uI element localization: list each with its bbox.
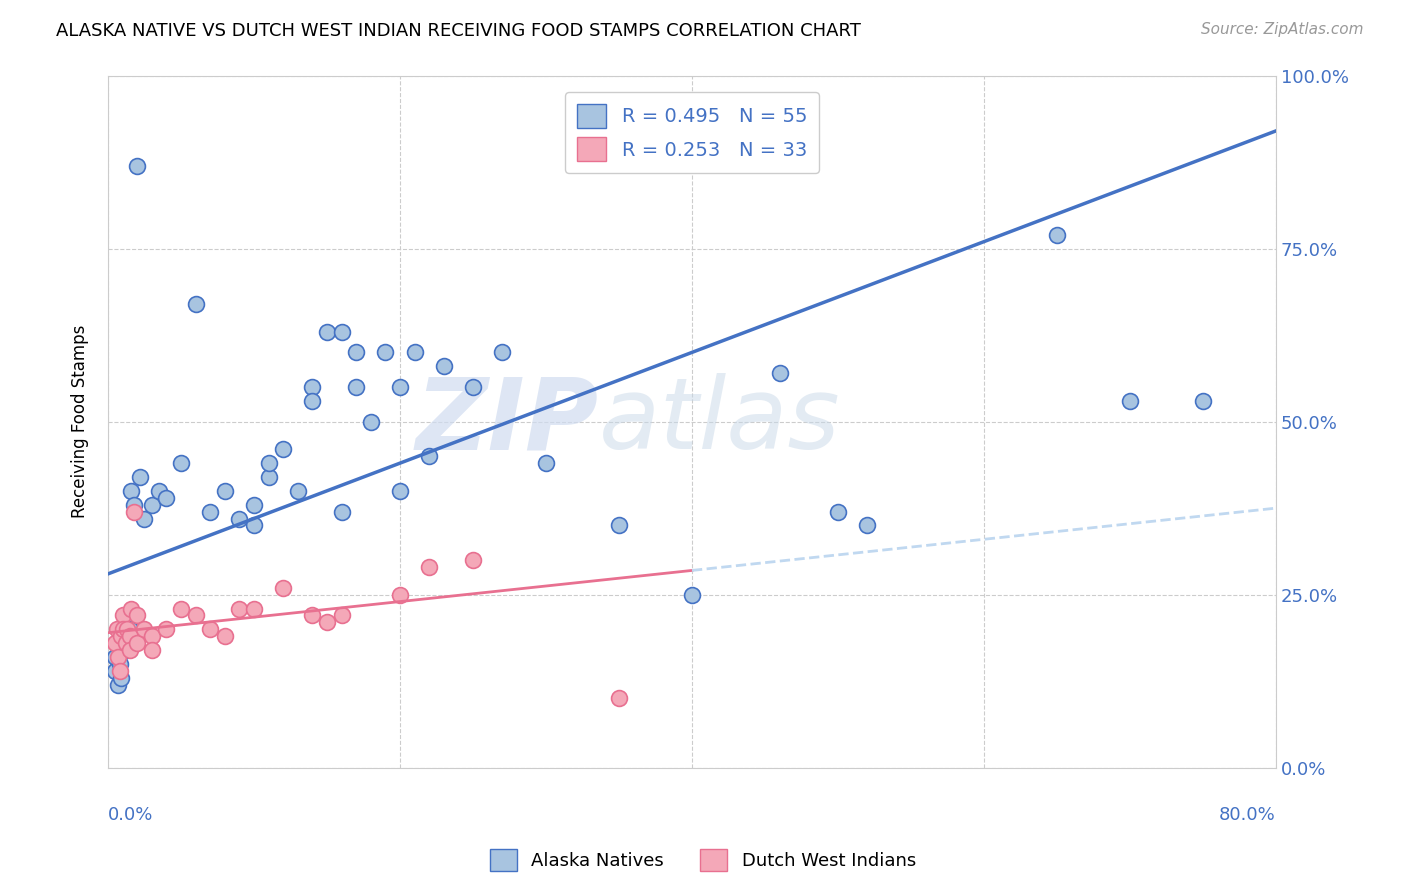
Point [214,629,236,643]
Point [118,622,141,636]
Point [433,359,456,374]
Point [118,643,141,657]
Text: 0.0%: 0.0% [108,805,153,824]
Point [214,483,236,498]
Point [127,636,149,650]
Point [271,442,294,457]
Point [118,636,141,650]
Legend: Alaska Natives, Dutch West Indians: Alaska Natives, Dutch West Indians [482,842,924,879]
Point [344,345,367,359]
Point [114,636,136,650]
Point [108,657,131,671]
Point [198,505,221,519]
Point [301,608,323,623]
Point [418,560,440,574]
Y-axis label: Receiving Food Stamps: Receiving Food Stamps [72,325,89,518]
Point [155,622,177,636]
Point [374,345,396,359]
Point [768,366,790,380]
Point [1119,393,1142,408]
Point [155,491,177,505]
Point [120,483,142,498]
Point [257,470,280,484]
Legend: R = 0.495   N = 55, R = 0.253   N = 33: R = 0.495 N = 55, R = 0.253 N = 33 [565,92,818,173]
Point [127,159,149,173]
Point [243,601,266,615]
Point [111,622,134,636]
Point [122,505,145,519]
Point [491,345,513,359]
Point [404,345,426,359]
Text: ALASKA NATIVE VS DUTCH WEST INDIAN RECEIVING FOOD STAMPS CORRELATION CHART: ALASKA NATIVE VS DUTCH WEST INDIAN RECEI… [56,22,860,40]
Point [388,483,411,498]
Point [330,325,353,339]
Point [115,622,138,636]
Point [243,498,266,512]
Point [141,629,163,643]
Point [1192,393,1215,408]
Point [127,608,149,623]
Point [107,678,129,692]
Point [108,664,131,678]
Point [257,456,280,470]
Point [388,380,411,394]
Point [107,649,129,664]
Text: 80.0%: 80.0% [1219,805,1277,824]
Point [134,622,156,636]
Point [461,380,484,394]
Point [301,393,323,408]
Point [118,629,141,643]
Point [198,622,221,636]
Point [111,622,134,636]
Point [122,498,145,512]
Point [344,380,367,394]
Point [184,608,207,623]
Point [228,601,250,615]
Point [111,636,134,650]
Point [607,691,630,706]
Point [134,511,156,525]
Point [243,518,266,533]
Point [316,325,339,339]
Point [607,518,630,533]
Point [388,588,411,602]
Point [104,636,127,650]
Point [105,622,128,636]
Point [148,483,170,498]
Point [120,601,142,615]
Point [141,643,163,657]
Point [110,671,132,685]
Point [104,664,127,678]
Point [114,643,136,657]
Point [461,553,484,567]
Point [330,608,353,623]
Point [856,518,879,533]
Text: ZIP: ZIP [416,373,599,470]
Point [129,470,152,484]
Point [827,505,849,519]
Point [681,588,703,602]
Point [1046,227,1069,242]
Point [170,456,193,470]
Point [170,601,193,615]
Text: Source: ZipAtlas.com: Source: ZipAtlas.com [1201,22,1364,37]
Point [141,498,163,512]
Point [534,456,557,470]
Point [360,415,382,429]
Point [287,483,309,498]
Point [228,511,250,525]
Point [330,505,353,519]
Point [184,297,207,311]
Point [111,608,134,623]
Point [115,629,138,643]
Point [110,629,132,643]
Point [104,649,127,664]
Point [301,380,323,394]
Point [271,581,294,595]
Text: atlas: atlas [599,373,841,470]
Point [316,615,339,630]
Point [418,449,440,463]
